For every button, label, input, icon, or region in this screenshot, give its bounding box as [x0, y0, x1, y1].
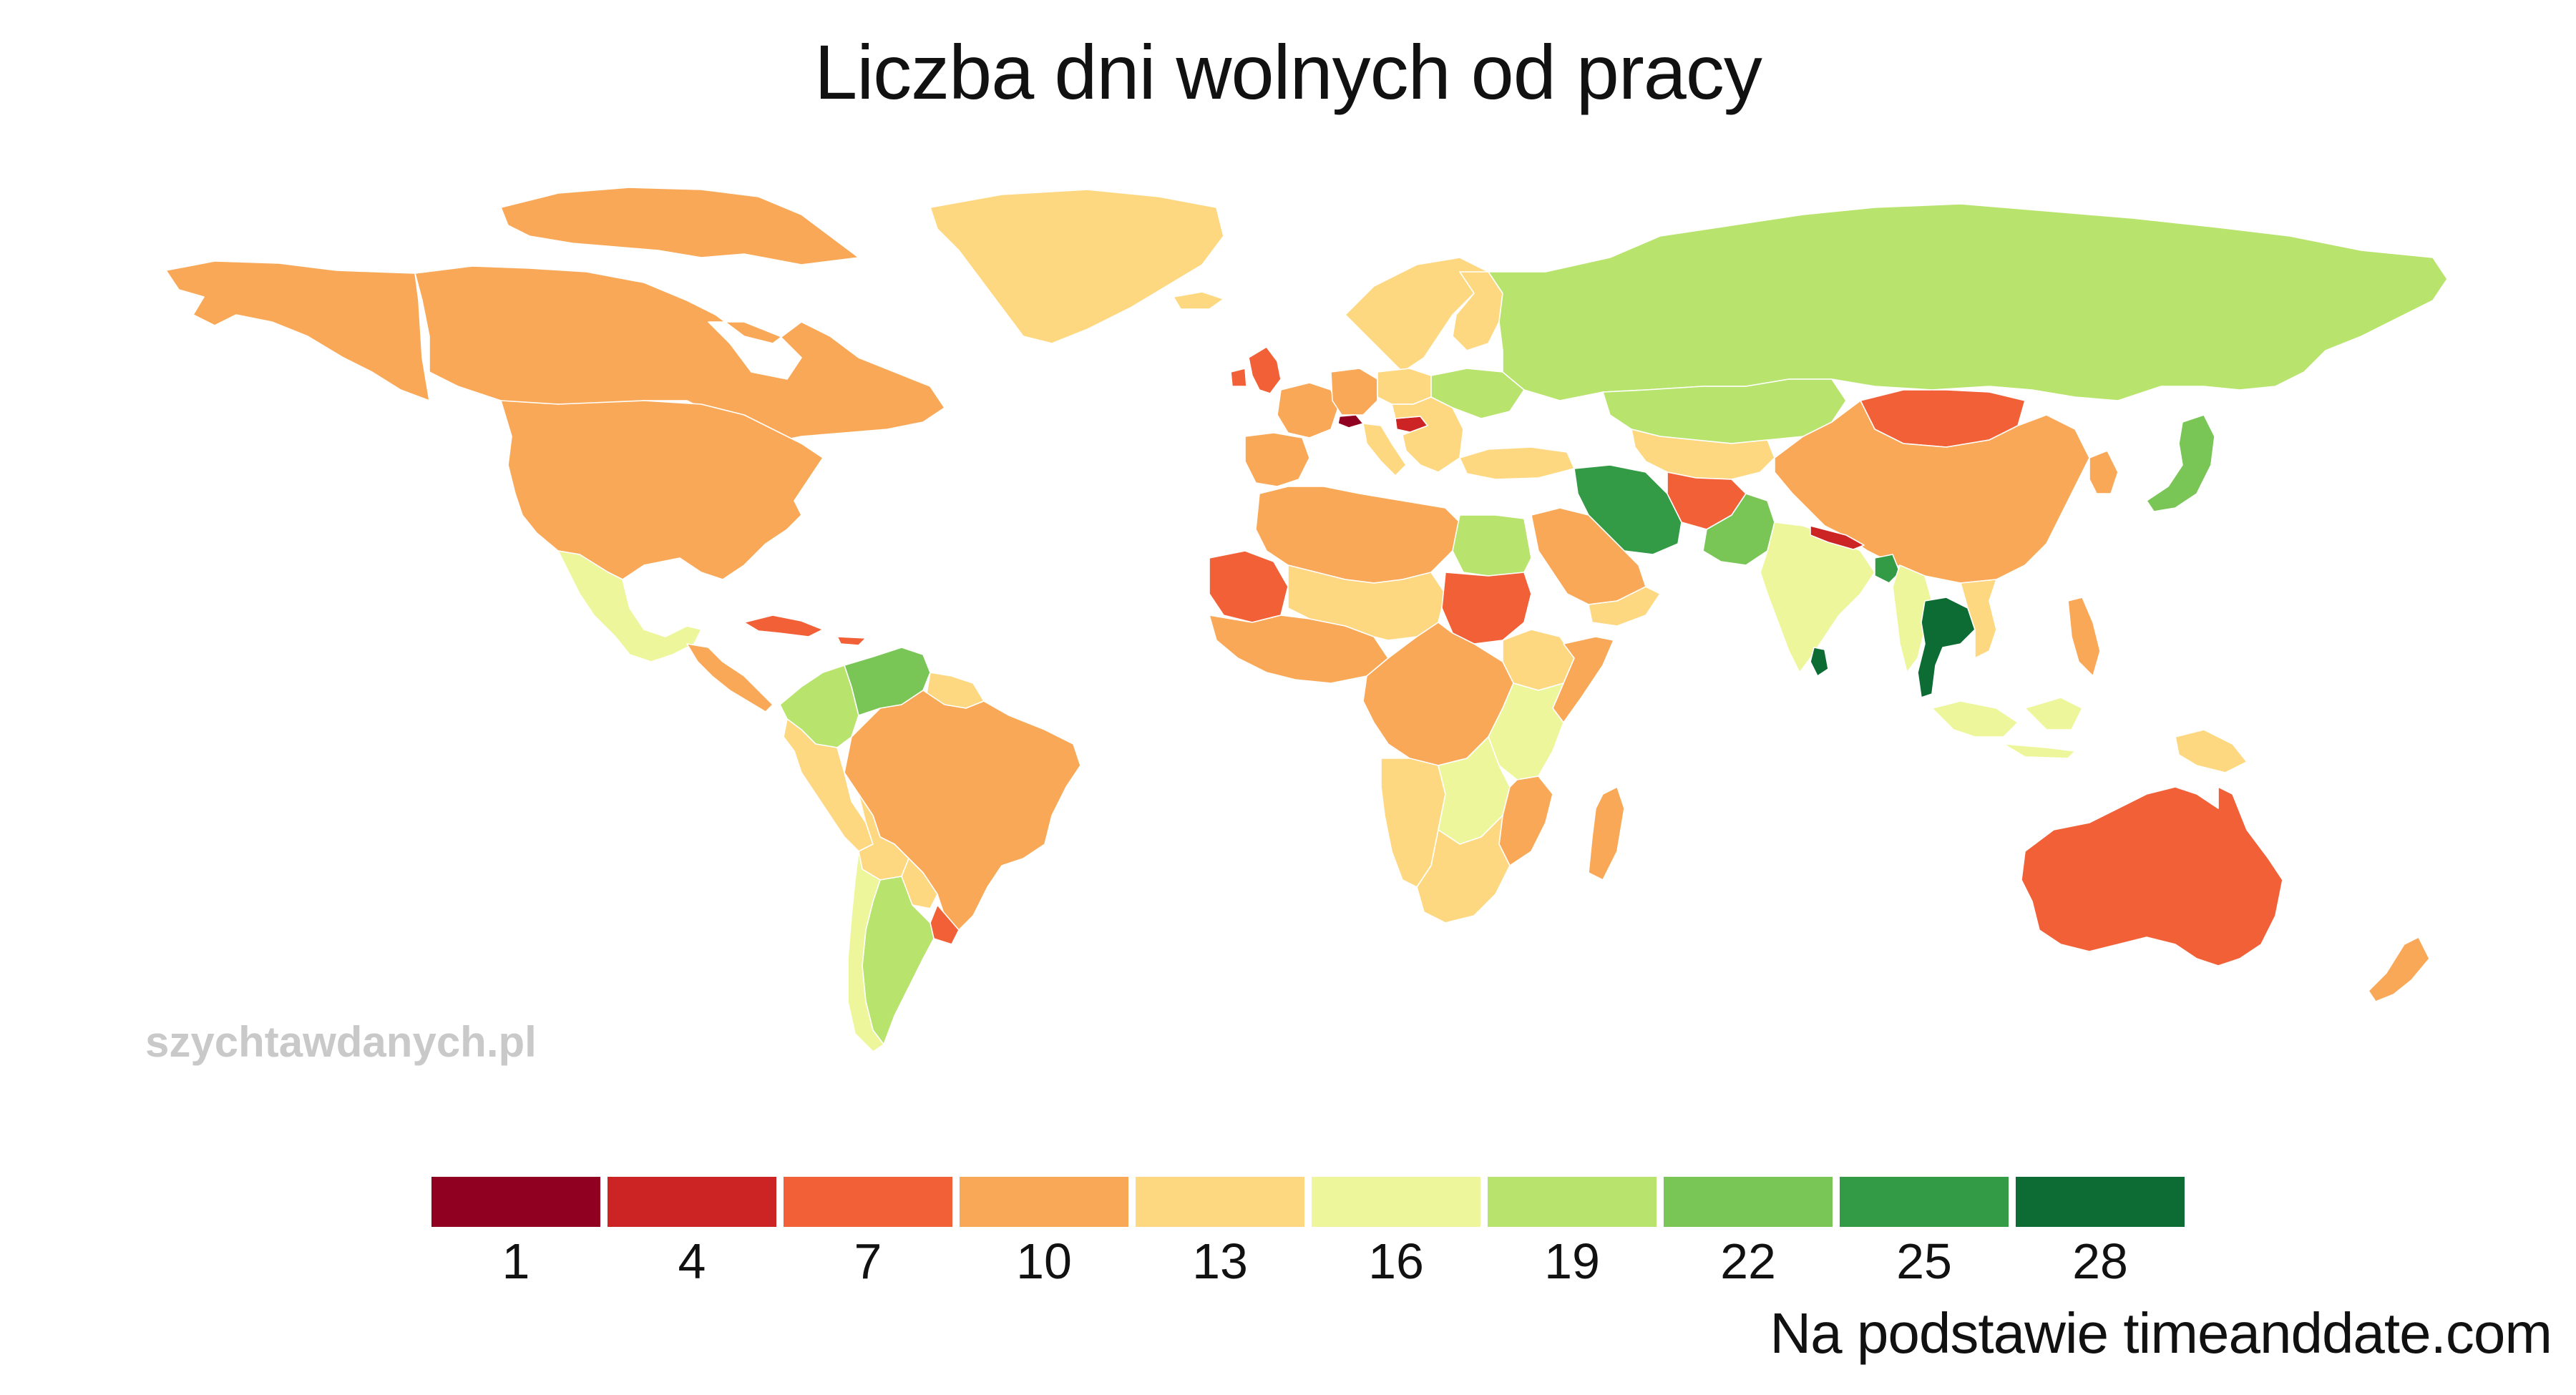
region-sudan	[1441, 572, 1532, 645]
region-papua	[2175, 729, 2248, 773]
region-ethiopia	[1502, 629, 1575, 691]
region-korea	[2089, 450, 2119, 494]
region-scandinavia	[1345, 257, 1489, 373]
legend-swatch	[960, 1177, 1128, 1227]
region-alaska	[165, 260, 430, 401]
region-sri-lanka	[1810, 647, 1829, 677]
region-ukraine	[1430, 368, 1525, 419]
legend-tick-label: 7	[854, 1233, 882, 1289]
region-italy	[1362, 423, 1407, 476]
region-central-asia	[1631, 429, 1775, 480]
region-mexico	[557, 550, 702, 662]
region-egypt	[1452, 514, 1532, 577]
region-germany	[1330, 368, 1378, 416]
region-iceland	[1173, 291, 1224, 310]
legend-tick-label: 16	[1368, 1233, 1424, 1289]
region-mauritania	[1209, 550, 1289, 623]
legend-swatch	[1312, 1177, 1480, 1227]
legend-swatch	[784, 1177, 952, 1227]
region-arctic-islands	[500, 187, 859, 265]
region-indonesia	[1931, 697, 2083, 759]
region-philippines	[2067, 597, 2101, 677]
region-caribbean	[743, 615, 867, 646]
region-nepal	[1810, 525, 1865, 550]
map-land	[165, 187, 2448, 1052]
region-uk-ireland	[1230, 346, 1282, 394]
region-japan	[2146, 414, 2215, 512]
legend-swatch	[1488, 1177, 1657, 1227]
legend-swatch	[1840, 1177, 2009, 1227]
region-yemen-oman	[1588, 586, 1661, 627]
region-myanmar	[1892, 564, 1933, 673]
legend-swatch	[2016, 1177, 2185, 1227]
legend-swatch	[431, 1177, 600, 1227]
region-bangladesh	[1874, 554, 1901, 584]
legend-tick-label: 28	[2072, 1233, 2128, 1289]
legend-tick-label: 13	[1192, 1233, 1248, 1289]
region-madagascar	[1588, 786, 1625, 881]
region-switzerland	[1337, 414, 1364, 429]
legend-swatch	[1136, 1177, 1304, 1227]
region-chile	[847, 851, 884, 1052]
region-south-africa	[1416, 815, 1511, 924]
region-australia	[2021, 786, 2283, 966]
watermark: szychtawdanych.pl	[145, 1018, 537, 1066]
legend-swatch	[1664, 1177, 1833, 1227]
region-china	[1774, 400, 2090, 584]
region-somalia	[1552, 636, 1614, 723]
legend-tick-label: 19	[1544, 1233, 1600, 1289]
region-vietnam	[1960, 579, 1997, 659]
region-poland	[1377, 368, 1432, 405]
legend-tick-label: 25	[1896, 1233, 1952, 1289]
region-greenland	[930, 189, 1224, 344]
region-north-africa	[1255, 486, 1460, 584]
map-title: Liczba dni wolnych od pracy	[814, 29, 1762, 115]
region-uruguay	[930, 904, 960, 945]
legend-tick-label: 10	[1016, 1233, 1072, 1289]
region-thailand	[1917, 597, 1976, 698]
legend-swatch	[608, 1177, 776, 1227]
legend-tick-label: 4	[678, 1233, 706, 1289]
color-legend: 1 4 7 10 13 16 19 22 25 28	[431, 1177, 2192, 1291]
region-turkey	[1459, 446, 1575, 480]
region-iberia	[1244, 432, 1310, 487]
source-note: Na podstawie timeanddate.com	[1770, 1301, 2552, 1365]
region-usa	[500, 400, 824, 580]
region-russia	[1488, 203, 2448, 401]
legend-tick-label: 1	[502, 1233, 530, 1289]
legend-tick-label: 22	[1720, 1233, 1776, 1289]
region-central-america	[686, 643, 774, 713]
region-mozambique	[1498, 775, 1553, 866]
region-france	[1277, 382, 1339, 439]
region-new-zealand	[2368, 936, 2430, 1002]
